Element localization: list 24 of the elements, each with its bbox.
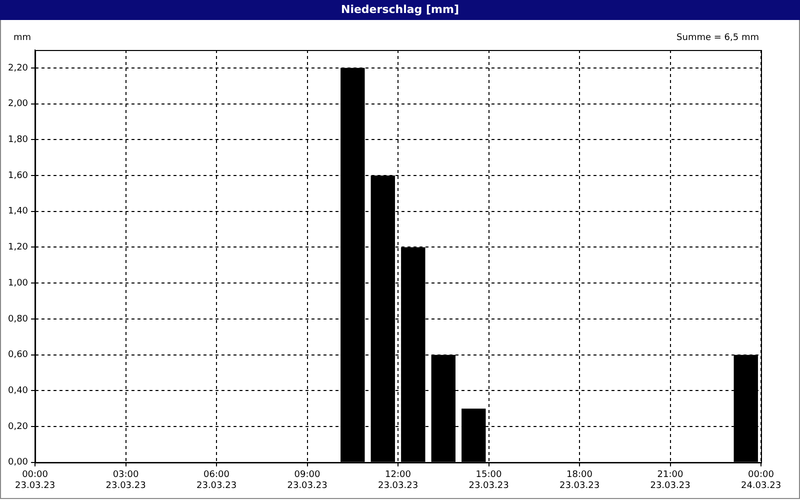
y-tick-label: 0,80 [8,314,28,324]
x-tick-label: 00:00 23.03.23 [15,470,56,491]
y-tick-label: 2,00 [8,99,28,110]
y-tick-label: 0,40 [8,386,28,396]
y-tick-label: 1,60 [8,170,28,181]
x-tick-label: 21:00 23.03.23 [650,470,690,491]
x-tick-label: 00:00 24.03.23 [740,470,782,491]
y-tick-label: 0,00 [8,458,28,468]
text: Summe = 6,5 mm [676,32,759,43]
y-tick-label: 1,80 [8,134,28,145]
x-tick-label: 12:00 23.03.23 [378,470,418,491]
y-tick-label: 1,20 [8,242,28,253]
chart-title: Niederschlag [mm] [0,0,800,20]
x-tick-label: 18:00 23.03.23 [559,470,600,491]
x-tick-label: 06:00 23.03.23 [196,470,237,491]
y-tick-label: 1,40 [8,206,28,217]
y-tick-label: 1,00 [8,278,28,288]
x-tick-label: 15:00 23.03.23 [468,470,509,491]
y-tick-label: 0,20 [8,422,28,432]
x-tick-label: 03:00 23.03.23 [106,470,146,491]
y-tick-label: 2,20 [8,63,28,74]
y-tick-label: 0,60 [8,350,28,360]
x-tick-label: 09:00 23.03.23 [287,470,328,491]
y-axis-title: mm [13,32,32,43]
